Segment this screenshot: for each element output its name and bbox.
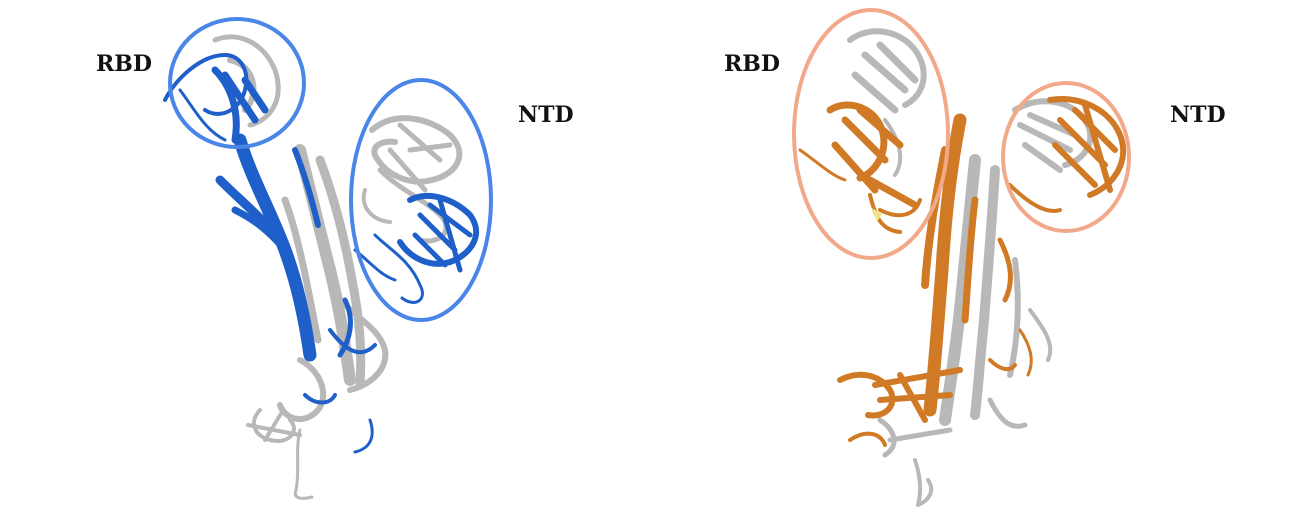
right-ntd-label: NTD — [1170, 102, 1226, 128]
right-panel: RBD NTD — [724, 8, 1226, 507]
left-panel: RBD NTD — [96, 17, 574, 500]
left-ntd-highlight — [349, 78, 493, 322]
right-rbd-label: RBD — [724, 51, 780, 77]
right-accent-mark — [872, 208, 882, 222]
right-reference-structure — [847, 28, 1094, 507]
right-ntd-highlight — [1001, 81, 1131, 233]
left-reference-structure — [212, 34, 463, 500]
left-ntd-label: NTD — [518, 102, 574, 128]
right-target-structure — [798, 96, 1127, 447]
right-rbd-highlight — [792, 8, 950, 260]
left-rbd-label: RBD — [96, 51, 152, 77]
left-rbd-highlight — [168, 17, 306, 149]
